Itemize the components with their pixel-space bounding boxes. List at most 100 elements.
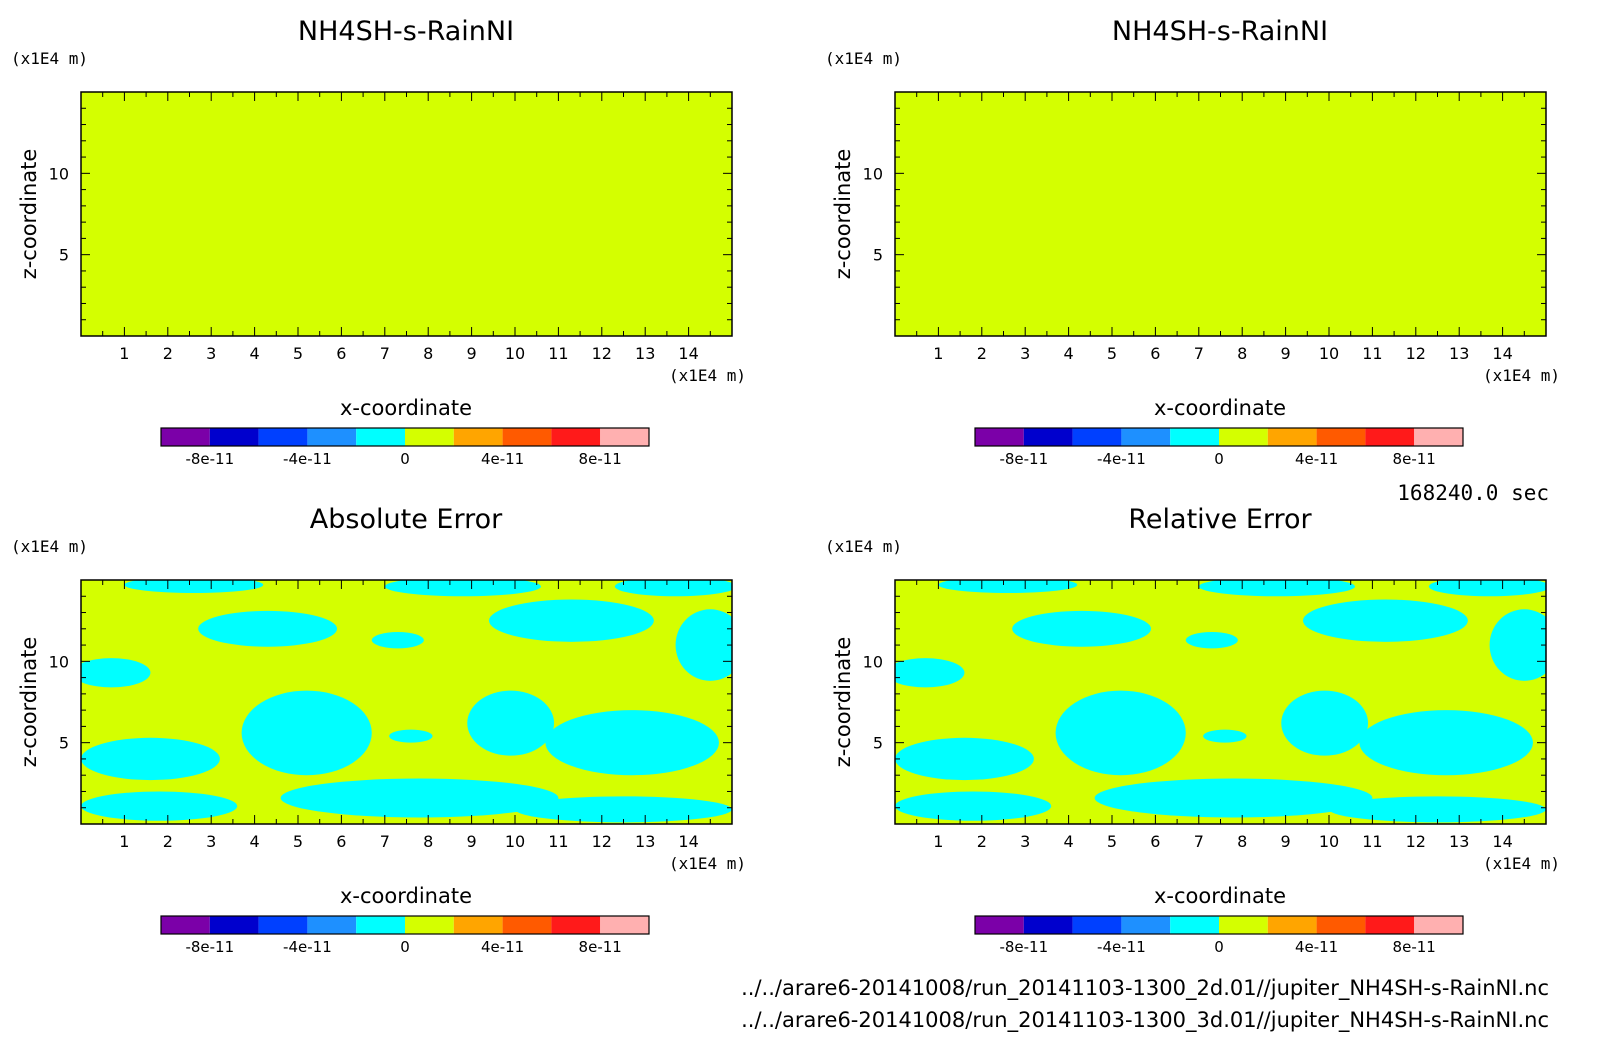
colorbar-swatch (1365, 428, 1415, 446)
x-tick-label: 12 (592, 832, 612, 851)
x-tick-label: 6 (1150, 344, 1160, 363)
colorbar-frame (160, 915, 650, 935)
x-axis-label: x-coordinate (1154, 396, 1286, 420)
x-tick-label: 7 (1194, 832, 1204, 851)
chart-title: Relative Error (1128, 504, 1312, 535)
x-tick-label: 13 (635, 344, 655, 363)
z-tick-label: 10 (863, 652, 883, 671)
x-tick-label: 10 (505, 832, 525, 851)
colorbar-swatch (1023, 916, 1073, 934)
contour-patch (1359, 710, 1533, 776)
z-tick-label: 5 (873, 246, 883, 265)
x-tick-label: 14 (1492, 344, 1512, 363)
colorbar-swatch (453, 428, 503, 446)
chart-title: NH4SH-s-RainNI (298, 16, 514, 47)
colorbar-swatch (975, 916, 1024, 934)
x-tick-label: 9 (467, 832, 477, 851)
file-path-3d: ../../arare6-20141008/run_20141103-1300_… (741, 1008, 1549, 1033)
colorbar-swatch (1414, 428, 1463, 446)
colorbar-tick-label: 4e-11 (1295, 938, 1338, 956)
x-tick-label: 13 (1449, 344, 1469, 363)
x-tick-label: 10 (1319, 344, 1339, 363)
contour-patch (280, 778, 559, 818)
x-tick-label: 14 (1492, 832, 1512, 851)
x-tick-label: 12 (1406, 832, 1426, 851)
colorbar-swatch (551, 428, 601, 446)
contour-patch (241, 690, 372, 776)
colorbar-swatch (405, 916, 454, 934)
x-tick-label: 2 (163, 344, 173, 363)
x-unit-label: (x1E4 m) (669, 366, 746, 385)
colorbar-swatch (453, 916, 503, 934)
z-unit-label: (x1E4 m) (825, 537, 902, 556)
colorbar-swatch (405, 428, 454, 446)
x-tick-label: 7 (380, 832, 390, 851)
colorbar-swatch (161, 916, 210, 934)
colorbar: -8e-11 -4e-11 0 4e-11 8e-11 (974, 427, 1464, 468)
contour-patch (1203, 729, 1247, 743)
colorbar-swatch (502, 916, 552, 934)
colorbar-swatch (258, 916, 308, 934)
contour-patch (81, 658, 151, 688)
z-tick-label: 10 (49, 164, 69, 183)
colorbar-swatch (1414, 916, 1463, 934)
z-tick-label: 10 (49, 652, 69, 671)
contour-patch (545, 710, 719, 776)
colorbar-tick-label: 0 (1214, 450, 1224, 468)
x-tick-label: 7 (1194, 344, 1204, 363)
time-label: 168240.0 sec (1397, 481, 1549, 505)
colorbar-swatch (975, 428, 1024, 446)
contour-patch (614, 580, 732, 597)
contour-patch (1198, 580, 1356, 597)
x-tick-label: 6 (1150, 832, 1160, 851)
colorbar-frame (974, 427, 1464, 447)
colorbar-tick-label: 4e-11 (481, 938, 524, 956)
x-tick-label: 6 (336, 832, 346, 851)
z-tick-label: 5 (59, 734, 69, 753)
colorbar: -8e-11 -4e-11 0 4e-11 8e-11 (974, 915, 1464, 956)
x-tick-label: 13 (635, 832, 655, 851)
colorbar-tick-label: 0 (400, 450, 410, 468)
x-tick-label: 3 (1020, 832, 1030, 851)
x-tick-label: 8 (1237, 344, 1247, 363)
colorbar-tick-label: -8e-11 (185, 450, 234, 468)
contour-patch (467, 690, 555, 756)
x-tick-label: 9 (467, 344, 477, 363)
contour-patch (198, 610, 338, 647)
contour-patch (675, 609, 732, 681)
x-tick-label: 8 (423, 832, 433, 851)
z-unit-label: (x1E4 m) (11, 49, 88, 68)
field-background (81, 92, 732, 336)
x-tick-label: 1 (933, 344, 943, 363)
contour-patch (515, 796, 732, 823)
contour-patch (1055, 690, 1186, 776)
x-tick-label: 10 (505, 344, 525, 363)
contour-patch (1012, 610, 1152, 647)
x-tick-label: 14 (678, 344, 698, 363)
x-tick-label: 6 (336, 344, 346, 363)
x-axis-label: x-coordinate (340, 884, 472, 908)
x-tick-label: 12 (1406, 344, 1426, 363)
x-axis-label: x-coordinate (1154, 884, 1286, 908)
contour-patch (124, 580, 264, 594)
x-tick-label: 13 (1449, 832, 1469, 851)
colorbar: -8e-11 -4e-11 0 4e-11 8e-11 (160, 915, 650, 956)
contour-patch (1185, 632, 1238, 649)
x-tick-label: 5 (1107, 832, 1117, 851)
x-tick-label: 2 (163, 832, 173, 851)
colorbar-tick-label: -4e-11 (1097, 450, 1146, 468)
z-unit-label: (x1E4 m) (825, 49, 902, 68)
contour-patch (1281, 690, 1369, 756)
colorbar-swatch (209, 916, 259, 934)
colorbar-swatch (356, 916, 405, 934)
x-tick-label: 3 (206, 832, 216, 851)
colorbar-tick-label: 0 (1214, 938, 1224, 956)
x-tick-label: 3 (1020, 344, 1030, 363)
contour-patch (81, 791, 238, 821)
x-tick-label: 8 (423, 344, 433, 363)
